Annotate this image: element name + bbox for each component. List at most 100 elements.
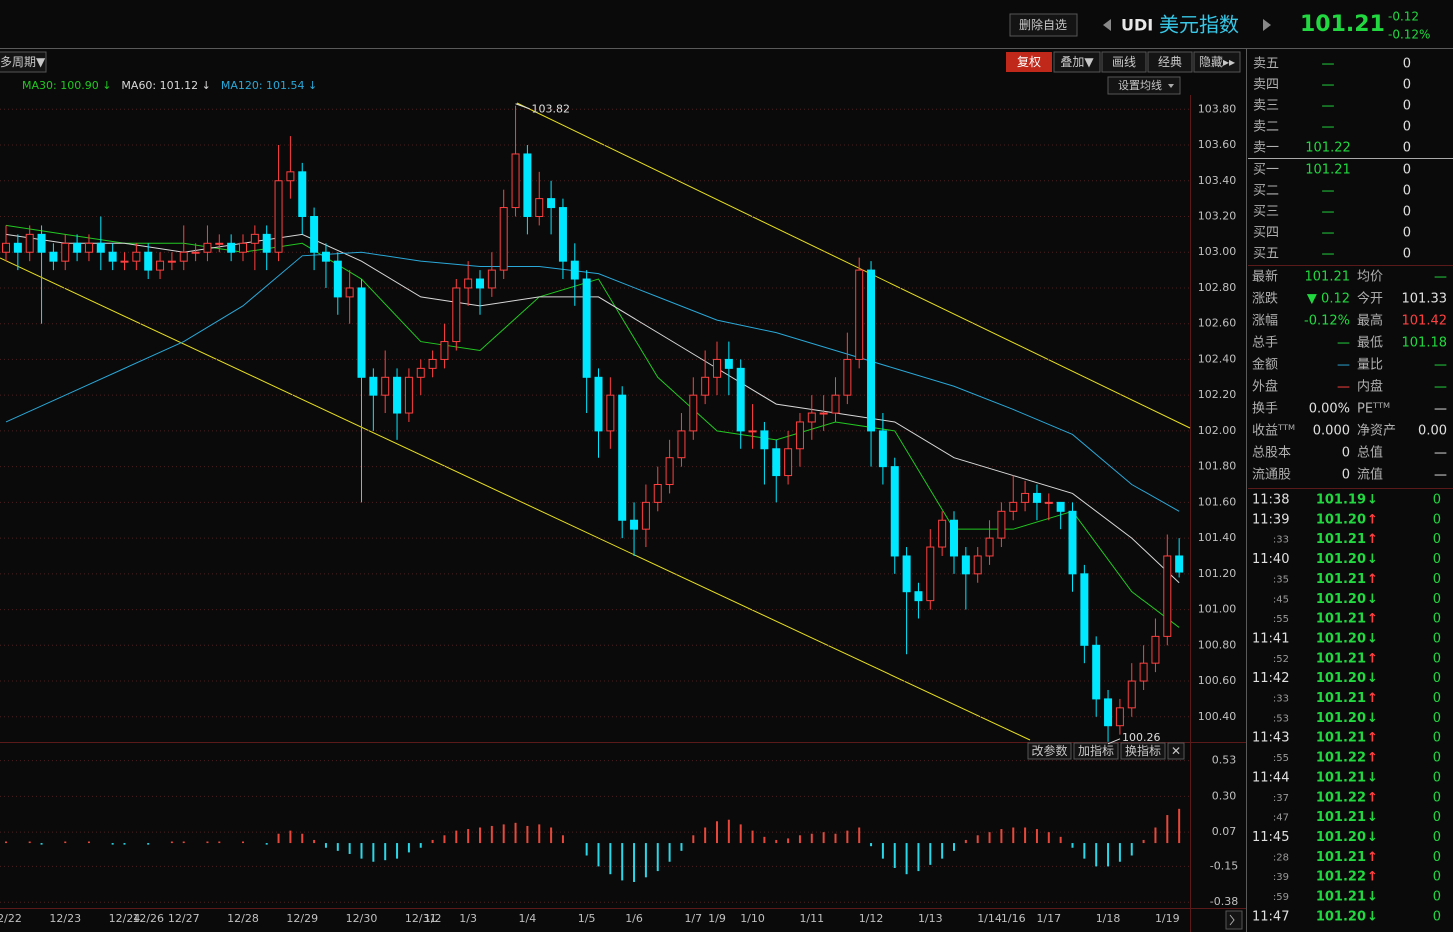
tick-price: 101.20 [1316,631,1366,646]
candle-body [250,233,259,244]
hide-box[interactable] [1193,51,1241,73]
candle-body [499,207,508,271]
candle-body [393,376,402,414]
indicator-button[interactable]: 加指标 [1078,743,1114,758]
tick-volume: 0 [1433,532,1441,547]
tick-price: 101.21 [1316,651,1366,666]
x-tick-label: 12/27 [168,912,200,925]
tick-direction: ↓ [1367,890,1378,905]
tick-direction: ↑ [1367,751,1378,766]
fq-box[interactable] [1006,52,1052,72]
candle-body [724,358,733,369]
candle-body [1115,707,1124,727]
legend-entry: MA120: 101.54 ↓ [221,79,317,92]
indicator-box[interactable] [1120,742,1166,760]
y-tick-label: 101.60 [1198,495,1237,508]
candle-body [298,171,307,217]
candle-body [535,198,544,217]
book-volume: 0 [1403,226,1411,241]
y-tick-label: -0.38 [1210,895,1238,908]
x-tick-label: 12/30 [346,912,378,925]
next-arrow[interactable] [1263,19,1271,31]
tick-time: :39 [1273,872,1289,883]
prev-arrow[interactable] [1103,19,1111,31]
toolbar-button[interactable]: 画线 [1112,55,1136,69]
draw-box[interactable] [1101,51,1147,73]
tick-price: 101.21 [1316,850,1366,865]
indicator-button[interactable]: 改参数 [1031,743,1067,758]
book-price: 101.22 [1305,141,1351,156]
tick-volume: 0 [1433,830,1441,845]
book-price: 101.21 [1305,163,1351,178]
book-price: — [1322,226,1335,241]
quote-value: — [1434,270,1447,285]
remove-button[interactable]: 删除自选 [1019,17,1067,32]
y-tick-label: 103.40 [1198,174,1237,187]
max-pointer [515,103,530,110]
y-tick-label: 101.00 [1198,603,1237,616]
candle-body [1104,698,1113,727]
remove-button-box[interactable] [1009,13,1078,37]
candle-body [167,260,176,263]
y-tick-label: -0.15 [1210,859,1238,872]
candle-body [665,457,674,486]
tick-direction: ↑ [1367,532,1378,547]
candle-body [84,242,93,253]
tick-direction: ↓ [1367,592,1378,607]
tick-time: :55 [1273,753,1289,764]
tick-time: 11:42 [1252,671,1289,686]
book-volume: 0 [1403,57,1411,72]
indicator-close[interactable]: ✕ [1171,744,1181,758]
candle-body [902,555,911,593]
ma-settings[interactable]: 设置均线 [1118,78,1162,92]
book-volume: 0 [1403,99,1411,114]
tick-volume: 0 [1433,512,1441,527]
candle-body [547,198,556,209]
toolbar-button[interactable]: 叠加▼ [1060,55,1094,69]
period-box[interactable] [0,51,47,73]
candle-body [511,153,520,209]
tick-time: 11:38 [1252,493,1289,508]
x-tick-label: 12/24 [109,912,141,925]
quote-label: PEᵀᵀᴹ [1357,402,1390,417]
candle-body [1092,644,1101,700]
quote-value: -0.12% [1304,314,1350,329]
x-tick-label: 12/31 [405,912,437,925]
candle-body [286,171,295,182]
book-label: 卖五 [1253,57,1279,72]
candle-body [333,260,342,298]
toolbar-button[interactable]: 隐藏▸▸ [1199,55,1235,69]
symbol-name: 美元指数 [1159,13,1239,37]
y-tick-label: 103.60 [1198,138,1237,151]
tick-volume: 0 [1433,552,1441,567]
x-tick-label: 1/6 [625,912,643,925]
book-volume: 0 [1403,120,1411,135]
book-label: 买一 [1253,163,1279,178]
candle-body [73,242,82,253]
candle-body [274,180,283,253]
indicator-box[interactable] [1027,742,1072,760]
ma-settings-box[interactable] [1107,76,1181,95]
indicator-box[interactable] [1073,742,1119,760]
tick-direction: ↑ [1367,790,1378,805]
quote-value: — [1434,446,1447,461]
tick-price: 101.21 [1316,532,1366,547]
toolbar-button[interactable]: 经典 [1158,55,1182,69]
tick-price: 101.22 [1316,751,1366,766]
scroll-icon[interactable] [1229,914,1235,926]
quote-label: 流值 [1357,467,1383,483]
tick-time: :35 [1273,574,1289,585]
indicator-button[interactable]: 换指标 [1125,743,1161,758]
period-button[interactable]: 多周期▼ [0,55,46,69]
indicator-box[interactable] [1167,742,1185,760]
ma-settings-arrow[interactable] [1168,84,1174,88]
overlay-box[interactable] [1053,51,1101,73]
candle-body [997,510,1006,539]
quote-label: 今开 [1357,291,1383,307]
y-tick-label: 103.00 [1198,245,1237,258]
classic-box[interactable] [1147,51,1193,73]
toolbar-button[interactable]: 复权 [1017,55,1041,69]
candle-body [1021,492,1030,503]
quote-label: 量比 [1357,358,1383,373]
